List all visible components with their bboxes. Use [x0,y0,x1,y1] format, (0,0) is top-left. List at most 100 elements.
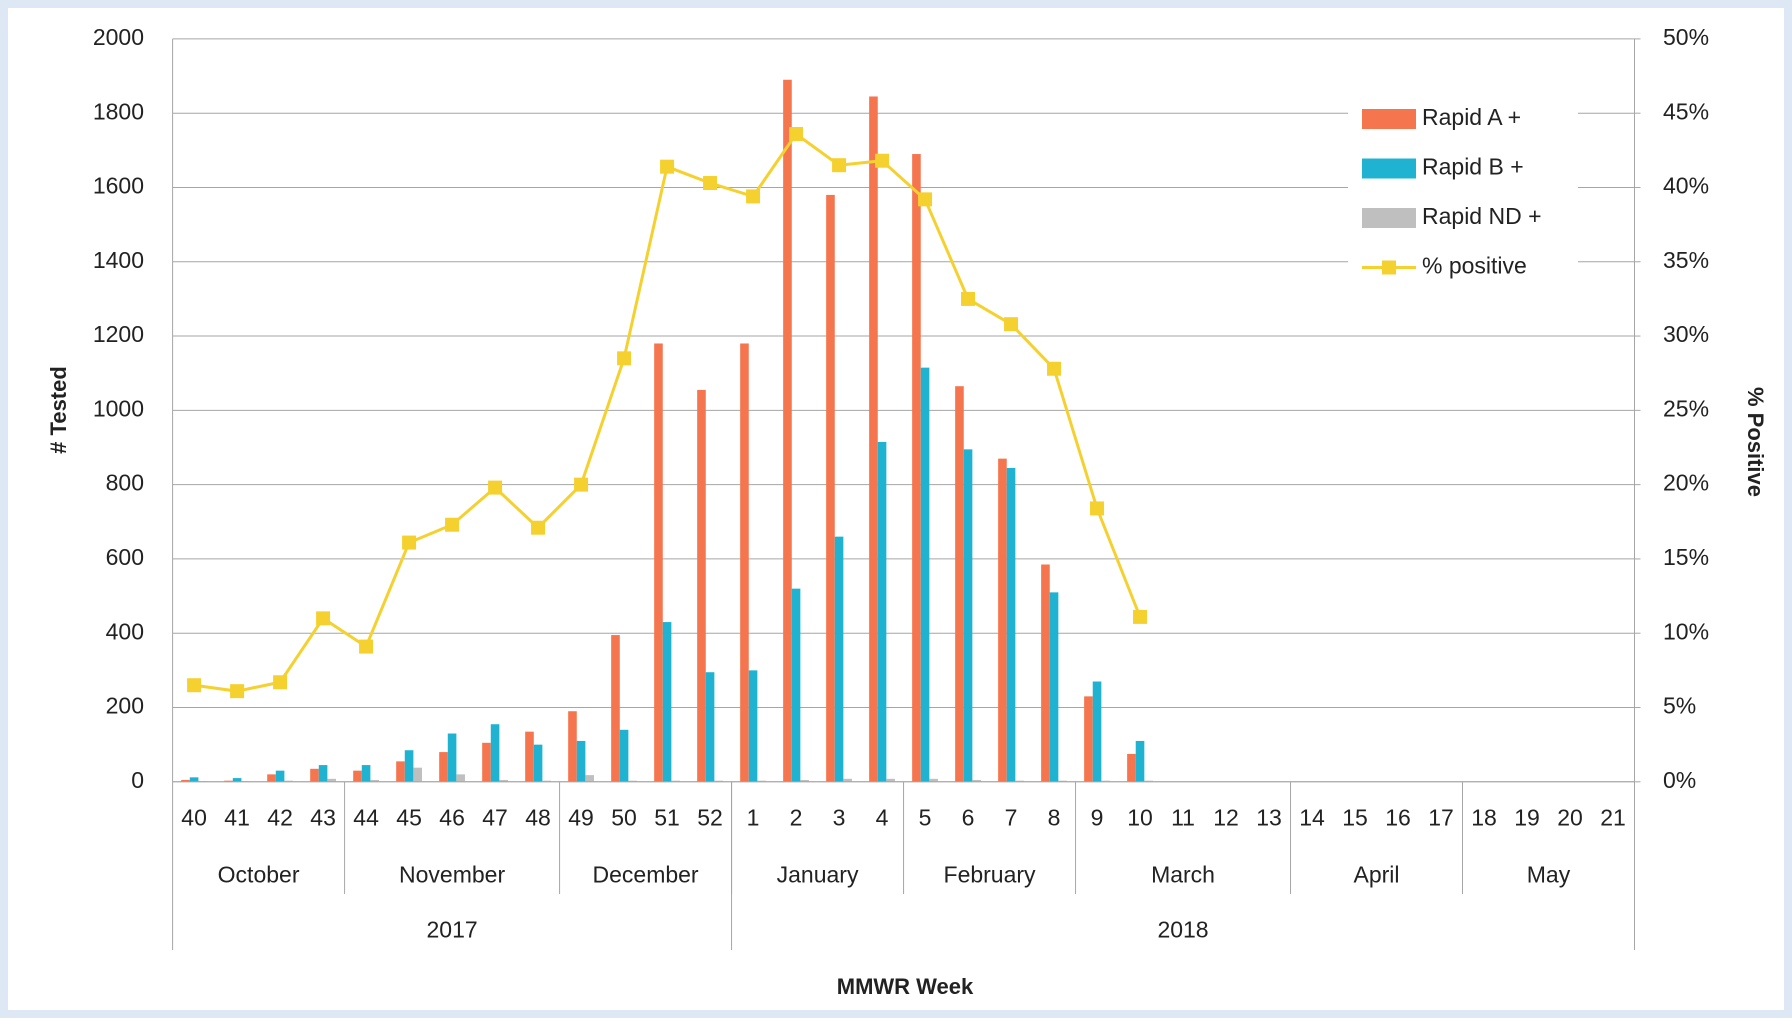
line-marker [1004,317,1019,332]
bar [232,778,242,782]
bar [353,770,362,782]
year-label: 2017 [426,917,477,943]
y2-tick-label: 10% [1663,618,1709,644]
bar [490,724,500,782]
legend-label: % positive [1422,253,1527,279]
line-marker [574,477,589,492]
y2-tick-label: 40% [1663,173,1709,199]
y-tick-label: 1200 [93,321,144,347]
y-tick-label: 1600 [93,173,144,199]
y2-tick-label: 30% [1663,321,1709,347]
bar [1006,467,1016,782]
bar [327,778,336,782]
bar [791,588,801,782]
month-label: January [777,862,859,888]
y2-tick-label: 5% [1663,693,1696,719]
y-tick-label: 2000 [93,24,144,50]
y2-axis-title: % Positive [1743,387,1768,497]
bar [843,778,852,782]
month-label: March [1151,862,1215,888]
x-tick-label: 13 [1256,805,1282,831]
bar [662,622,672,782]
month-label: October [218,862,300,888]
x-tick-label: 51 [654,805,680,831]
x-tick-label: 3 [833,805,846,831]
line-marker [402,535,417,550]
line-marker [789,126,804,141]
bar [1092,681,1102,782]
line-marker [187,678,202,693]
legend-label: Rapid B + [1422,154,1524,180]
x-tick-label: 14 [1299,805,1325,831]
bar [1015,780,1024,782]
x-tick-label: 44 [353,805,379,831]
bar [224,780,233,782]
y-tick-label: 1000 [93,395,144,421]
x-tick-label: 46 [439,805,465,831]
x-tick-label: 19 [1514,805,1540,831]
bar [705,672,715,782]
bar [972,779,981,782]
bar [1058,780,1067,782]
line-marker [445,517,460,532]
x-tick-label: 4 [876,805,889,831]
x-tick-label: 6 [962,805,975,831]
bar [1101,780,1110,782]
x-tick-label: 40 [181,805,207,831]
bar [955,386,964,782]
x-tick-label: 47 [482,805,508,831]
x-tick-label: 16 [1385,805,1411,831]
line-marker [746,189,761,204]
legend-label: Rapid A + [1422,104,1521,130]
bar [576,740,586,782]
bar [912,154,921,782]
bar [1049,592,1059,782]
y-axis-title: # Tested [46,366,71,454]
x-tick-label: 5 [919,805,932,831]
x-tick-label: 52 [697,805,723,831]
y-tick-label: 0 [131,767,144,793]
bar [671,780,680,782]
x-tick-label: 21 [1600,805,1626,831]
bar [404,750,414,782]
x-axis-title: MMWR Week [837,974,974,999]
bar [619,729,629,782]
line-marker [1090,501,1105,516]
line-marker [875,153,890,168]
x-tick-label: 17 [1428,805,1454,831]
line-marker [832,158,847,173]
bar [748,670,758,782]
y-tick-label: 1800 [93,98,144,124]
x-tick-label: 50 [611,805,637,831]
bar [585,775,594,782]
bar [1144,780,1153,782]
bar [800,779,809,782]
bar [189,777,199,782]
bar [826,194,835,782]
line-marker [1047,361,1062,376]
x-tick-label: 8 [1048,805,1061,831]
bar [181,779,190,782]
bar [877,441,887,782]
bar [396,761,405,782]
bar [456,774,465,782]
x-tick-label: 10 [1127,805,1153,831]
x-tick-label: 48 [525,805,551,831]
x-tick-label: 7 [1005,805,1018,831]
bar [318,765,328,782]
x-tick-label: 45 [396,805,422,831]
legend-swatch [1362,109,1416,129]
bar [568,711,577,782]
line-marker [230,684,245,699]
bar [920,367,930,782]
month-label: December [593,862,699,888]
year-label: 2018 [1157,917,1208,943]
bar [361,765,371,782]
month-label: April [1354,862,1400,888]
legend-swatch-marker [1382,260,1396,275]
y-tick-label: 600 [106,544,144,570]
bar [1084,696,1093,782]
line-marker [1133,609,1148,624]
